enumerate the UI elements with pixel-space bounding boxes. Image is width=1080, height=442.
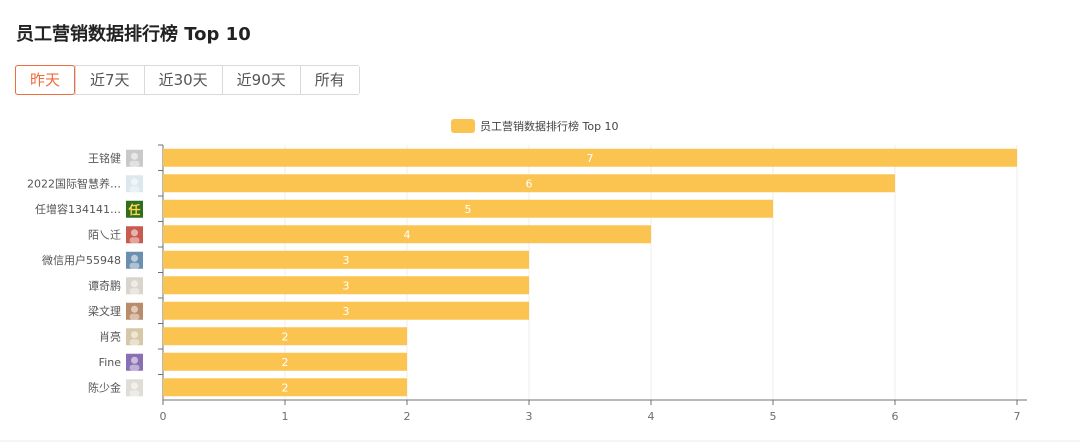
- avatar-body: [129, 339, 140, 346]
- bar-value-label: 2: [282, 381, 289, 394]
- avatar-head: [131, 280, 138, 288]
- bar-value-label: 4: [404, 228, 411, 241]
- bar: [163, 378, 407, 397]
- y-category-label: 陈少金: [88, 380, 121, 394]
- bar-value-label: 3: [343, 254, 350, 267]
- legend-label: 员工营销数据排行榜 Top 10: [480, 119, 619, 133]
- bar-value-label: 7: [587, 152, 594, 165]
- avatar-body: [129, 390, 140, 397]
- x-tick-label: 0: [160, 410, 167, 423]
- bar: [163, 174, 895, 193]
- avatar-body: [129, 262, 140, 269]
- y-category-label: 陌乀迁: [88, 228, 121, 241]
- tab-7-days[interactable]: 近7天: [75, 66, 144, 94]
- bar-value-label: 2: [282, 356, 289, 369]
- bar: [163, 250, 529, 269]
- ranking-bar-chart: 员工营销数据排行榜 Top 10 0 1 2 3 4 5 6 7 7 王铭健 6 2022国际智慧养… 5…: [27, 119, 1027, 423]
- avatar-head: [131, 331, 138, 339]
- page-title: 员工营销数据排行榜 Top 10: [16, 24, 251, 45]
- avatar-body: [129, 186, 140, 193]
- tab-30-days[interactable]: 近30天: [143, 66, 222, 94]
- avatar-body: [129, 288, 140, 295]
- bar: [163, 327, 407, 346]
- bar-value-label: 3: [343, 279, 350, 292]
- avatar-body: [129, 313, 140, 320]
- avatar-ren-text: 任: [127, 202, 140, 217]
- y-category-label: 任增容134141…: [35, 202, 121, 216]
- avatar-head: [131, 229, 138, 237]
- time-range-tabs: 昨天 近7天 近30天 近90天 所有: [15, 65, 360, 95]
- avatar-head: [131, 178, 138, 186]
- avatar-head: [131, 382, 138, 390]
- bar-value-label: 6: [526, 177, 533, 190]
- x-tick-label: 6: [892, 410, 899, 423]
- y-category-label: 谭奇鹏: [88, 279, 121, 292]
- bar-value-label: 2: [282, 330, 289, 343]
- avatar-head: [131, 356, 138, 364]
- x-tick-label: 2: [404, 410, 411, 423]
- avatar-body: [129, 160, 140, 167]
- bar: [163, 225, 651, 244]
- avatar-body: [129, 364, 140, 371]
- y-category-label: 肖亮: [99, 329, 121, 343]
- bar: [163, 199, 773, 218]
- tab-all[interactable]: 所有: [299, 66, 359, 94]
- tab-90-days[interactable]: 近90天: [221, 66, 300, 94]
- avatar-body: [129, 237, 140, 244]
- avatar-ren-character: [126, 200, 143, 218]
- x-tick-label: 5: [770, 410, 777, 423]
- bar-value-label: 3: [343, 305, 350, 318]
- x-tick-label: 3: [526, 410, 533, 423]
- legend-swatch: [451, 119, 475, 133]
- bar: [163, 276, 529, 295]
- x-tick-label: 1: [282, 410, 289, 423]
- bar: [163, 301, 529, 320]
- avatar-head: [131, 152, 138, 160]
- bar-value-label: 5: [465, 203, 472, 216]
- x-tick-label: 4: [648, 410, 655, 423]
- avatar-head: [131, 305, 138, 313]
- avatar-head: [131, 254, 138, 262]
- tab-yesterday[interactable]: 昨天: [15, 65, 76, 95]
- y-category-label: 梁文理: [88, 304, 121, 318]
- y-category-label: Fine: [99, 356, 122, 369]
- x-tick-label: 7: [1014, 410, 1021, 423]
- y-category-label: 王铭健: [88, 151, 121, 165]
- y-category-label: 2022国际智慧养…: [27, 176, 121, 190]
- y-category-label: 微信用户55948: [42, 253, 121, 267]
- bar: [163, 148, 1017, 167]
- bar: [163, 352, 407, 371]
